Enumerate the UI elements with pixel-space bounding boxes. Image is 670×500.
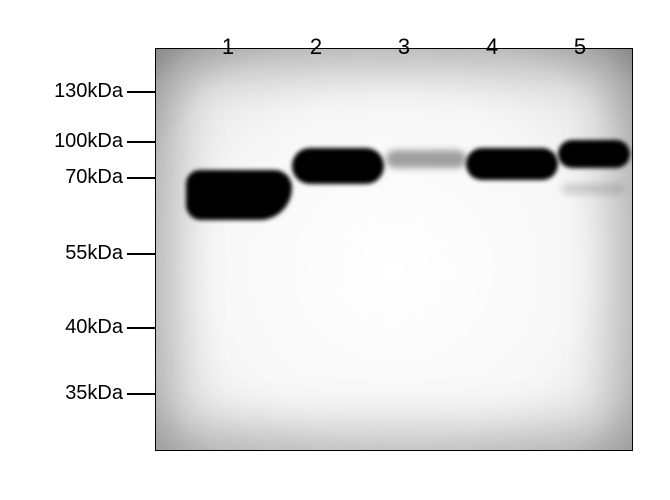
lane-label-4: 4 [482,34,502,60]
marker-tick-130kDa [127,91,155,93]
lane-label-1: 1 [218,34,238,60]
marker-tick-55kDa [127,253,155,255]
marker-label-55kDa: 55kDa [65,242,123,265]
marker-tick-40kDa [127,327,155,329]
band-lane5-4 [558,140,630,168]
lane-label-3: 3 [394,34,414,60]
marker-label-130kDa: 130kDa [54,80,123,103]
marker-label-100kDa: 100kDa [54,130,123,153]
marker-label-40kDa: 40kDa [65,316,123,339]
blot-area [155,48,633,451]
lane-label-2: 2 [306,34,326,60]
blot-background [156,49,632,450]
band-lane1-0 [186,170,292,220]
lane-label-5: 5 [570,34,590,60]
band-lane3-2 [386,150,466,168]
marker-tick-70kDa [127,177,155,179]
band-lane2-1 [292,148,384,184]
band-lane4-3 [466,148,558,180]
marker-label-70kDa: 70kDa [65,166,123,189]
marker-tick-35kDa [127,393,155,395]
marker-label-35kDa: 35kDa [65,382,123,405]
band-lane5-5 [562,184,624,194]
marker-tick-100kDa [127,141,155,143]
